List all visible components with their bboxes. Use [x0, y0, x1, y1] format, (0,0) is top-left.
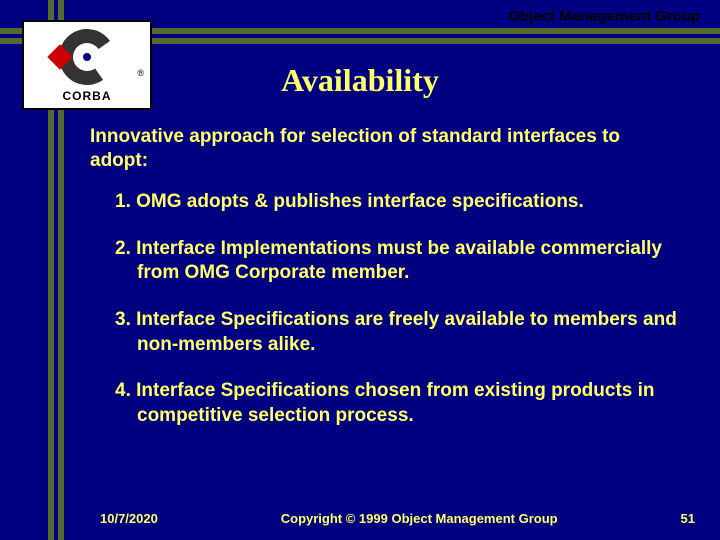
- org-label: Object Management Group: [508, 8, 700, 25]
- point-item: 1. OMG adopts & publishes interface spec…: [115, 190, 680, 215]
- slide-title: Availability: [0, 62, 720, 99]
- point-item: 2. Interface Implementations must be ava…: [115, 237, 680, 286]
- footer-date: 10/7/2020: [100, 511, 158, 526]
- footer-page-number: 51: [681, 511, 695, 526]
- slide-footer: 10/7/2020 Copyright © 1999 Object Manage…: [0, 511, 720, 526]
- slide-intro: Innovative approach for selection of sta…: [90, 125, 680, 173]
- footer-copyright: Copyright © 1999 Object Management Group: [158, 511, 681, 526]
- points-list: 1. OMG adopts & publishes interface spec…: [115, 190, 680, 451]
- point-item: 4. Interface Specifications chosen from …: [115, 379, 680, 428]
- point-item: 3. Interface Specifications are freely a…: [115, 308, 680, 357]
